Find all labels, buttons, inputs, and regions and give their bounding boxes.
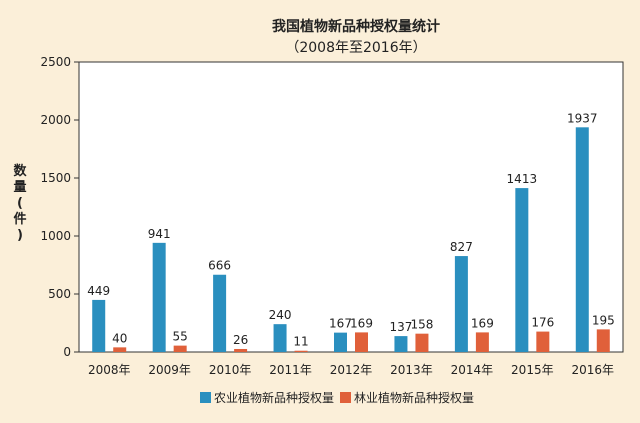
bar-forestry (234, 348, 248, 352)
y-tick-label: 500 (48, 287, 71, 301)
y-axis-ticks: 0 500 1000 1500 2000 2500 (40, 55, 79, 359)
x-tick-label: 2010年 (209, 363, 252, 377)
x-axis-labels: 2008年 2009年 2010年 2011年 2012年 2013年 2014年 2015年… (88, 363, 614, 377)
plot-area (78, 61, 624, 353)
x-tick-label: 2014年 (451, 363, 494, 377)
bar-agriculture (213, 274, 227, 352)
bar-forestry (475, 332, 489, 352)
y-tick-label: 0 (63, 345, 71, 359)
y-tick-label: 1500 (40, 171, 71, 185)
data-label: 26 (233, 333, 248, 347)
legend-label: 林业植物新品种授权量 (354, 390, 474, 405)
legend-label: 农业植物新品种授权量 (214, 390, 334, 405)
data-label: 827 (450, 240, 473, 254)
bar-agriculture (92, 299, 106, 352)
bar-agriculture (575, 127, 589, 352)
legend: 农业植物新品种授权量 林业植物新品种授权量 (200, 390, 474, 405)
bar-forestry (294, 350, 308, 352)
y-tick-label: 2500 (40, 55, 71, 69)
y-axis-label: 数量(件) (13, 163, 27, 243)
bar-agriculture (152, 242, 166, 352)
x-tick-label: 2012年 (330, 363, 373, 377)
data-label: 137 (389, 320, 412, 334)
x-tick-label: 2008年 (88, 363, 131, 377)
bar-forestry (173, 345, 187, 352)
x-tick-label: 2011年 (269, 363, 312, 377)
data-label: 1413 (507, 172, 538, 186)
data-label: 158 (410, 318, 433, 332)
bar-forestry (113, 347, 127, 352)
chart-title: 我国植物新品种授权量统计 (272, 18, 440, 35)
data-label: 195 (592, 313, 615, 327)
legend-swatch (340, 392, 351, 403)
data-label: 941 (148, 227, 171, 241)
x-tick-label: 2009年 (148, 363, 191, 377)
y-tick-label: 2000 (40, 113, 71, 127)
bar-agriculture (515, 188, 529, 352)
y-tick-label: 1000 (40, 229, 71, 243)
bar-forestry (415, 333, 429, 352)
data-label: 55 (173, 330, 188, 344)
data-label: 167 (329, 317, 352, 331)
data-label: 449 (87, 284, 110, 298)
x-tick-label: 2016年 (572, 363, 615, 377)
data-label: 169 (350, 316, 373, 330)
data-label: 1937 (567, 111, 598, 125)
data-label: 169 (471, 316, 494, 330)
data-label: 11 (293, 335, 308, 349)
chart-subtitle: （2008年至2016年） (285, 40, 426, 56)
bar-agriculture (273, 324, 287, 352)
bar-forestry (536, 331, 550, 352)
x-tick-label: 2015年 (511, 363, 554, 377)
data-label: 176 (531, 316, 554, 330)
y-axis-title: 数量(件) (13, 163, 27, 243)
bar-agriculture (454, 256, 468, 352)
data-label: 240 (269, 308, 292, 322)
data-label: 666 (208, 259, 231, 273)
data-label: 40 (112, 331, 127, 345)
bar-forestry (596, 329, 610, 352)
bars (92, 127, 610, 352)
bar-forestry (355, 332, 368, 352)
bar-agriculture (334, 332, 347, 352)
legend-swatch (200, 392, 211, 403)
bar-agriculture (394, 336, 408, 352)
x-tick-label: 2013年 (390, 363, 433, 377)
